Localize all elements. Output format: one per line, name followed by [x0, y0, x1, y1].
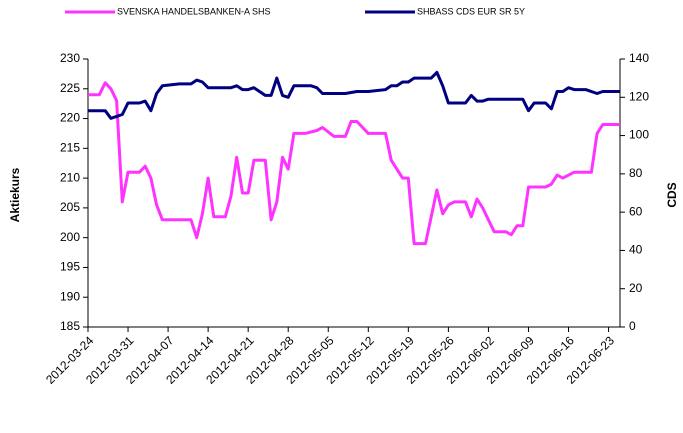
y-tick-label: 220	[60, 111, 80, 125]
y-axis-title: Aktiekurs	[8, 167, 22, 222]
y-tick-label: 195	[60, 260, 80, 274]
y-tick-label: 230	[60, 51, 80, 65]
y2-axis-title: CDS	[665, 182, 679, 207]
y2-tick-label: 0	[629, 319, 636, 333]
y-tick-label: 210	[60, 170, 80, 184]
legend-label: SHBASS CDS EUR SR 5Y	[417, 6, 525, 16]
y-tick-label: 215	[60, 141, 80, 155]
series-line	[88, 81, 620, 246]
legend-label: SVENSKA HANDELSBANKEN-A SHS	[117, 6, 271, 16]
y-tick-label: 190	[60, 289, 80, 303]
y2-tick-label: 80	[629, 166, 643, 180]
y-tick-label: 200	[60, 230, 80, 244]
series-line	[88, 70, 620, 120]
y2-tick-label: 140	[629, 51, 649, 65]
y2-tick-label: 100	[629, 128, 649, 142]
y2-tick-label: 40	[629, 243, 643, 257]
y2-tick-label: 120	[629, 89, 649, 103]
y-tick-label: 225	[60, 81, 80, 95]
y-tick-label: 205	[60, 200, 80, 214]
y2-tick-label: 60	[629, 204, 643, 218]
y-tick-label: 185	[60, 319, 80, 333]
y2-tick-label: 20	[629, 281, 643, 295]
